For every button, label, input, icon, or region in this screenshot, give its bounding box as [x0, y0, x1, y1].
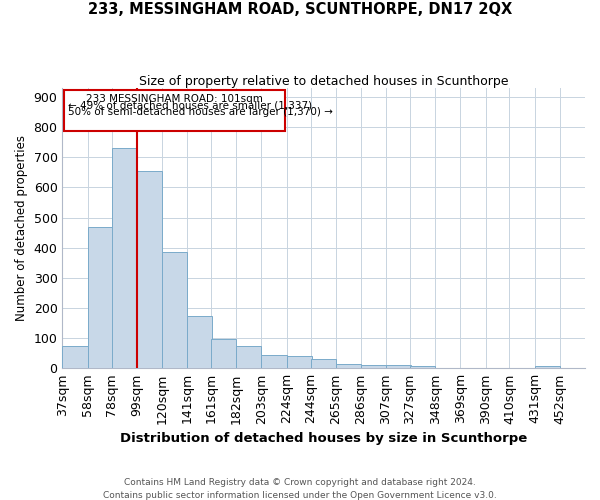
Bar: [62, 346, 88, 368]
Bar: [187, 316, 212, 368]
Bar: [311, 360, 335, 368]
X-axis label: Distribution of detached houses by size in Scunthorpe: Distribution of detached houses by size …: [120, 432, 527, 445]
Bar: [211, 339, 236, 368]
Bar: [287, 356, 312, 368]
Bar: [361, 365, 386, 368]
Y-axis label: Number of detached properties: Number of detached properties: [15, 135, 28, 321]
Bar: [236, 346, 262, 368]
Text: 233 MESSINGHAM ROAD: 101sqm: 233 MESSINGHAM ROAD: 101sqm: [86, 94, 263, 104]
Bar: [112, 148, 137, 368]
Text: 50% of semi-detached houses are larger (1,370) →: 50% of semi-detached houses are larger (…: [68, 106, 333, 117]
Bar: [262, 355, 287, 368]
Bar: [137, 171, 162, 368]
Bar: [535, 366, 560, 368]
FancyBboxPatch shape: [64, 90, 286, 131]
Text: 233, MESSINGHAM ROAD, SCUNTHORPE, DN17 2QX: 233, MESSINGHAM ROAD, SCUNTHORPE, DN17 2…: [88, 2, 512, 18]
Bar: [335, 364, 361, 368]
Text: Contains HM Land Registry data © Crown copyright and database right 2024.
Contai: Contains HM Land Registry data © Crown c…: [103, 478, 497, 500]
Bar: [410, 366, 435, 368]
Bar: [162, 252, 187, 368]
Text: ← 49% of detached houses are smaller (1,337): ← 49% of detached houses are smaller (1,…: [68, 100, 313, 110]
Bar: [386, 366, 411, 368]
Title: Size of property relative to detached houses in Scunthorpe: Size of property relative to detached ho…: [139, 75, 508, 88]
Bar: [88, 226, 113, 368]
